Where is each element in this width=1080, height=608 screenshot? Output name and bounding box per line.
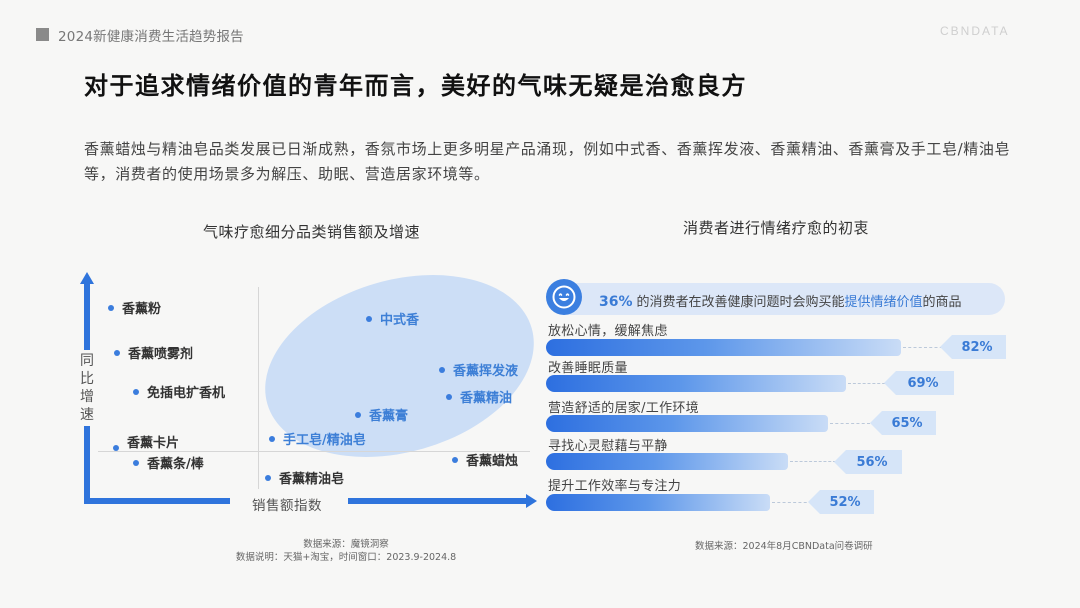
- scatter-point-highlighted: 香薰精油: [446, 387, 512, 406]
- point-dot-icon: [439, 366, 445, 373]
- quadrant-horizontal-line: [98, 451, 530, 452]
- scatter-point: 香薰蜡烛: [452, 450, 518, 469]
- quadrant-vertical-line: [258, 287, 259, 489]
- point-dot-icon: [269, 435, 275, 442]
- right-chart-title: 消费者进行情绪疗愈的初衷: [683, 219, 870, 237]
- smiley-icon: [546, 279, 582, 315]
- bar-label: 寻找心灵慰藉与平静: [548, 439, 668, 454]
- x-axis: [84, 498, 230, 504]
- bar: [546, 339, 901, 356]
- header-square-icon: [36, 28, 49, 41]
- scatter-point: 香薰喷雾剂: [114, 343, 193, 362]
- point-dot-icon: [133, 459, 139, 466]
- bar-leader-line: [848, 383, 890, 384]
- bar-leader-line: [790, 461, 836, 462]
- bar-value-tag: 52%: [808, 490, 874, 514]
- left-chart-source: 数据来源：魔镜洞察 数据说明：天猫+淘宝，时间窗口：2023.9-2024.8: [196, 538, 496, 564]
- scatter-point: 香薰条/棒: [133, 453, 204, 472]
- bar-value-tag: 82%: [940, 335, 1006, 359]
- x-axis-arrow-icon: [526, 494, 537, 508]
- point-dot-icon: [108, 304, 114, 311]
- scatter-point-highlighted: 香薰挥发液: [439, 360, 518, 379]
- bar-value-tag: 69%: [884, 371, 954, 395]
- bar-label: 提升工作效率与专注力: [548, 479, 682, 494]
- right-chart-source: 数据来源：2024年8月CBNData问卷调研: [695, 541, 873, 552]
- scatter-point-highlighted: 香薰膏: [355, 405, 408, 424]
- point-dot-icon: [366, 315, 372, 322]
- point-dot-icon: [133, 388, 139, 395]
- bar-leader-line: [772, 502, 812, 503]
- bar: [546, 494, 770, 511]
- x-axis-label: 销售额指数: [252, 498, 322, 514]
- bar-leader-line: [903, 347, 948, 348]
- report-title: 2024新健康消费生活趋势报告: [58, 29, 244, 45]
- source-line-1: 数据来源：魔镜洞察: [303, 539, 389, 550]
- x-axis-arrow-shaft: [348, 498, 528, 504]
- bar: [546, 453, 788, 470]
- intro-paragraph: 香薰蜡烛与精油皂品类发展已日渐成熟，香氛市场上更多明星产品涌现，例如中式香、香薰…: [84, 140, 1011, 183]
- bar-value-tag: 56%: [834, 450, 902, 474]
- point-dot-icon: [452, 456, 458, 463]
- bar: [546, 375, 846, 392]
- scatter-point: 免插电扩香机: [133, 382, 225, 401]
- point-dot-icon: [355, 411, 361, 418]
- scatter-point: 香薰精油皂: [265, 468, 344, 487]
- bar-label: 营造舒适的居家/工作环境: [548, 401, 699, 416]
- page-title: 对于追求情绪价值的青年而言，美好的气味无疑是治愈良方: [84, 72, 747, 100]
- bar-leader-line: [830, 423, 870, 424]
- scatter-point: 香薰卡片: [113, 431, 179, 451]
- scatter-point-highlighted: 中式香: [366, 309, 419, 328]
- bar-label: 放松心情，缓解焦虑: [548, 324, 668, 339]
- scatter-point-highlighted: 手工皂/精油皂: [269, 429, 366, 448]
- point-dot-icon: [114, 349, 120, 356]
- point-dot-icon: [265, 474, 271, 481]
- y-axis-arrow-icon: [80, 272, 94, 284]
- brand-logo: CBNDATA: [940, 24, 1010, 38]
- bar: [546, 415, 828, 432]
- point-dot-icon: [113, 445, 119, 451]
- stat-banner: [553, 283, 1005, 315]
- scatter-point: 香薰粉: [108, 298, 161, 317]
- stat-banner-text: 36% 的消费者在改善健康问题时会购买能提供情绪价值的商品: [599, 294, 962, 310]
- source-line-2: 数据说明：天猫+淘宝，时间窗口：2023.9-2024.8: [235, 552, 457, 563]
- left-chart-title: 气味疗愈细分品类销售额及增速: [203, 223, 421, 241]
- point-dot-icon: [446, 393, 452, 400]
- bar-label: 改善睡眠质量: [548, 361, 628, 376]
- stat-percent: 36%: [599, 294, 633, 310]
- y-axis-label: 同比增速: [78, 350, 96, 426]
- stat-highlight: 提供情绪价值: [844, 295, 923, 310]
- bar-value-tag: 65%: [870, 411, 936, 435]
